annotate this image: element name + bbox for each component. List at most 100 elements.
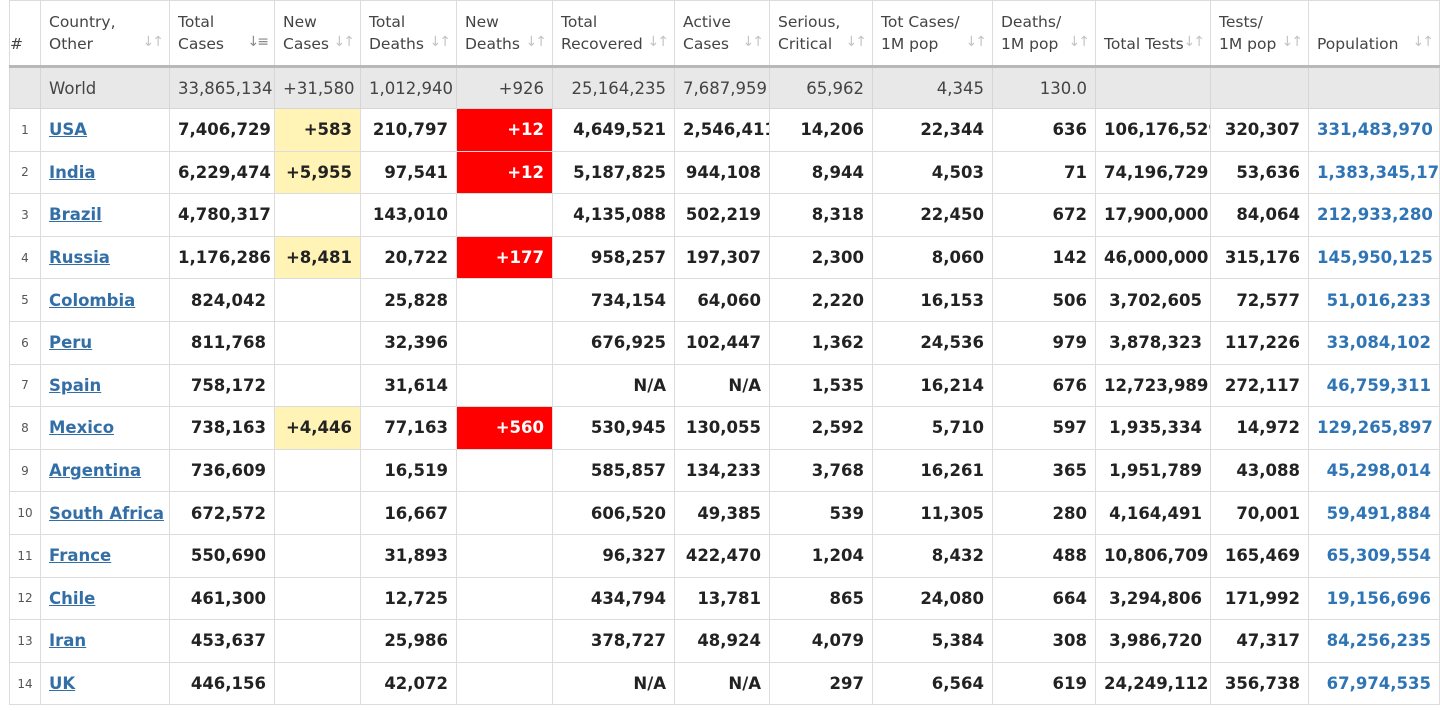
cases-per-1m-cell: 16,153 xyxy=(872,278,993,322)
country-link[interactable]: Spain xyxy=(49,375,102,395)
active-cases-cell: 64,060 xyxy=(674,278,770,322)
sort-arrows-icon[interactable]: ↓↑ xyxy=(1068,34,1091,50)
total-deaths-cell: 25,986 xyxy=(360,619,457,663)
col-header-idx: # xyxy=(9,0,41,68)
population-cell: 19,156,696 xyxy=(1308,576,1440,621)
deaths-per-1m-cell: 664 xyxy=(992,576,1096,621)
sort-arrows-icon[interactable]: ↓↑ xyxy=(1281,34,1304,50)
new-cases-cell xyxy=(274,619,361,663)
country-link[interactable]: Iran xyxy=(49,631,87,651)
total-tests-cell: 3,878,323 xyxy=(1095,320,1211,365)
population-cell: 51,016,233 xyxy=(1308,278,1440,322)
col-header-cases-per-1m[interactable]: Tot Cases/ 1M pop ↓↑ xyxy=(872,0,993,68)
cases-per-1m-cell: 5,384 xyxy=(872,619,993,663)
sort-descending-icon[interactable]: ↓≡ xyxy=(247,34,270,50)
sort-arrows-icon[interactable]: ↓↑ xyxy=(1412,34,1435,50)
sort-arrows-icon[interactable]: ↓↑ xyxy=(142,34,165,50)
population-cell xyxy=(1308,66,1440,109)
deaths-per-1m-cell: 979 xyxy=(992,320,1096,365)
col-header-new-deaths[interactable]: New Deaths ↓↑ xyxy=(456,0,553,68)
new-cases-cell: +8,481 xyxy=(274,235,361,280)
sort-arrows-icon[interactable]: ↓↑ xyxy=(845,34,868,50)
country-link[interactable]: South Africa xyxy=(49,503,165,523)
total-recovered-cell: 4,135,088 xyxy=(552,193,675,237)
population-cell: 331,483,970 xyxy=(1308,108,1440,152)
active-cases-cell: 2,546,411 xyxy=(674,108,770,152)
row-index: 4 xyxy=(9,235,41,280)
cases-per-1m-cell: 4,345 xyxy=(872,66,993,109)
total-cases-cell: 824,042 xyxy=(169,278,275,322)
country-link[interactable]: UK xyxy=(49,674,76,694)
new-cases-cell: +5,955 xyxy=(274,150,361,195)
deaths-per-1m-cell: 676 xyxy=(992,363,1096,408)
deaths-per-1m-cell: 488 xyxy=(992,533,1096,578)
table-body: World 33,865,134 +31,580 1,012,940 +926 25,16… xyxy=(9,66,1440,706)
row-index: 14 xyxy=(9,661,41,706)
col-header-serious[interactable]: Serious, Critical ↓↑ xyxy=(769,0,873,68)
country-link[interactable]: Russia xyxy=(49,248,110,268)
total-cases-cell: 736,609 xyxy=(169,448,275,493)
new-cases-cell xyxy=(274,320,361,365)
new-deaths-cell xyxy=(456,193,553,237)
col-header-population[interactable]: Population ↓↑ xyxy=(1308,0,1440,68)
total-tests-cell: 3,294,806 xyxy=(1095,576,1211,621)
new-deaths-cell xyxy=(456,278,553,322)
country-link[interactable]: India xyxy=(49,162,96,182)
row-index: 7 xyxy=(9,363,41,408)
col-header-tests-per-1m[interactable]: Tests/ 1M pop ↓↑ xyxy=(1210,0,1309,68)
cases-per-1m-cell: 22,344 xyxy=(872,108,993,152)
new-cases-cell: +4,446 xyxy=(274,406,361,450)
col-header-total-cases[interactable]: Total Cases ↓≡ xyxy=(169,0,275,68)
total-tests-cell: 46,000,000 xyxy=(1095,235,1211,280)
sort-arrows-icon[interactable]: ↓↑ xyxy=(965,34,988,50)
country-link[interactable]: Mexico xyxy=(49,418,115,438)
deaths-per-1m-cell: 365 xyxy=(992,448,1096,493)
sort-arrows-icon[interactable]: ↓↑ xyxy=(1183,34,1206,50)
country-link[interactable]: Chile xyxy=(49,588,96,608)
total-tests-cell: 17,900,000 xyxy=(1095,193,1211,237)
sort-arrows-icon[interactable]: ↓↑ xyxy=(525,34,548,50)
col-header-active-cases[interactable]: Active Cases ↓↑ xyxy=(674,0,770,68)
sort-arrows-icon[interactable]: ↓↑ xyxy=(742,34,765,50)
col-header-total-recovered[interactable]: Total Recovered ↓↑ xyxy=(552,0,675,68)
sort-arrows-icon[interactable]: ↓↑ xyxy=(429,34,452,50)
country-link[interactable]: Peru xyxy=(49,333,93,353)
active-cases-cell: 130,055 xyxy=(674,406,770,450)
sort-arrows-icon[interactable]: ↓↑ xyxy=(647,34,670,50)
country-cell: Chile xyxy=(40,576,170,621)
tests-per-1m-cell: 14,972 xyxy=(1210,406,1309,450)
col-header-deaths-per-1m[interactable]: Deaths/ 1M pop ↓↑ xyxy=(992,0,1096,68)
row-index: 5 xyxy=(9,278,41,322)
total-deaths-cell: 16,519 xyxy=(360,448,457,493)
total-deaths-cell: 42,072 xyxy=(360,661,457,706)
new-deaths-cell: +12 xyxy=(456,108,553,152)
header-row: # Country, Other ↓↑ Total Cases ↓≡ New Cases ↓… xyxy=(9,0,1440,68)
col-header-total-tests[interactable]: Total Tests ↓↑ xyxy=(1095,0,1211,68)
sort-arrows-icon[interactable]: ↓↑ xyxy=(333,34,356,50)
row-index: 8 xyxy=(9,406,41,450)
col-header-total-deaths[interactable]: Total Deaths ↓↑ xyxy=(360,0,457,68)
population-cell: 45,298,014 xyxy=(1308,448,1440,493)
table-row: 1 USA 7,406,729 +583 210,797 +12 4,649,521 2,54… xyxy=(9,108,1440,152)
country-link[interactable]: Brazil xyxy=(49,205,102,225)
col-header-new-cases[interactable]: New Cases ↓↑ xyxy=(274,0,361,68)
world-summary-row: World 33,865,134 +31,580 1,012,940 +926 25,16… xyxy=(9,66,1440,109)
country-link[interactable]: USA xyxy=(49,120,88,140)
serious-cell: 1,204 xyxy=(769,533,873,578)
country-link[interactable]: Colombia xyxy=(49,290,136,310)
table-row: 12 Chile 461,300 12,725 434,794 13,781 865 24,0… xyxy=(9,576,1440,621)
col-header-label: Active Cases xyxy=(683,13,731,53)
col-header-country[interactable]: Country, Other ↓↑ xyxy=(40,0,170,68)
country-link[interactable]: France xyxy=(49,546,112,566)
deaths-per-1m-cell: 636 xyxy=(992,108,1096,152)
total-recovered-cell: N/A xyxy=(552,363,675,408)
serious-cell: 2,300 xyxy=(769,235,873,280)
tests-per-1m-cell: 320,307 xyxy=(1210,108,1309,152)
population-cell: 67,974,535 xyxy=(1308,661,1440,706)
population-cell: 46,759,311 xyxy=(1308,363,1440,408)
country-link[interactable]: Argentina xyxy=(49,461,142,481)
serious-cell: 865 xyxy=(769,576,873,621)
row-index: 6 xyxy=(9,320,41,365)
table-row: 7 Spain 758,172 31,614 N/A N/A 1,535 16,214 676 1… xyxy=(9,363,1440,408)
total-tests-cell: 3,702,605 xyxy=(1095,278,1211,322)
